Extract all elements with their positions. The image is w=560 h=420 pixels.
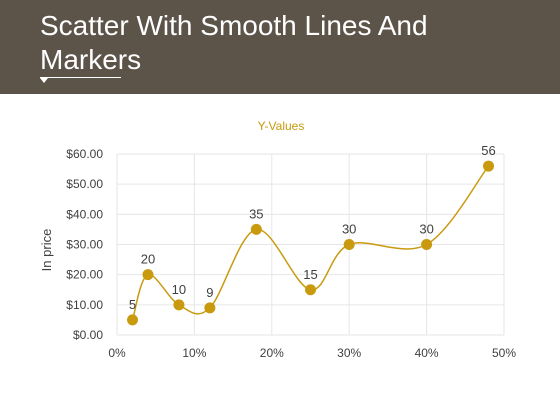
data-point bbox=[343, 239, 355, 250]
title-banner: Scatter With Smooth Lines And Markers bbox=[0, 0, 560, 94]
y-tick-label: $60.00 bbox=[66, 147, 103, 161]
data-point bbox=[204, 302, 216, 314]
data-point bbox=[421, 239, 433, 250]
slide-title: Scatter With Smooth Lines And Markers bbox=[40, 10, 428, 75]
data-point bbox=[305, 284, 316, 296]
data-point bbox=[173, 299, 185, 311]
data-label: 35 bbox=[249, 206, 263, 221]
data-label: 56 bbox=[481, 143, 495, 158]
data-point bbox=[126, 314, 138, 326]
title-pointer-icon bbox=[40, 78, 48, 83]
data-point bbox=[483, 160, 495, 172]
x-tick-label: 0% bbox=[108, 346, 126, 360]
data-point bbox=[142, 269, 154, 281]
y-tick-label: $0.00 bbox=[73, 328, 103, 342]
data-label: 15 bbox=[303, 267, 317, 282]
x-tick-label: 10% bbox=[182, 346, 206, 360]
x-tick-label: 50% bbox=[492, 346, 516, 360]
axes: $0.00 $10.00 $20.00 $30.00 $40.00 $50.00 $60.0… bbox=[66, 147, 516, 360]
y-tick-label: $50.00 bbox=[66, 177, 103, 191]
data-label: 30 bbox=[419, 222, 433, 237]
y-tick-label: $10.00 bbox=[66, 298, 103, 312]
series-y-values bbox=[131, 165, 490, 321]
markers bbox=[126, 160, 495, 326]
data-labels: 5 20 10 9 35 15 30 30 56 bbox=[129, 143, 496, 312]
chart-title: Y-Values bbox=[258, 119, 305, 133]
series-line bbox=[131, 165, 490, 321]
gridlines bbox=[116, 153, 505, 336]
x-tick-label: 30% bbox=[337, 346, 361, 360]
title-underline bbox=[40, 77, 121, 78]
y-axis-title: In price bbox=[39, 229, 54, 272]
data-label: 10 bbox=[172, 282, 186, 297]
y-tick-label: $20.00 bbox=[66, 268, 103, 282]
data-label: 5 bbox=[129, 297, 136, 312]
data-label: 20 bbox=[141, 252, 155, 267]
x-tick-label: 40% bbox=[415, 346, 439, 360]
data-label: 9 bbox=[206, 285, 213, 300]
y-tick-label: $30.00 bbox=[66, 238, 103, 252]
data-point bbox=[250, 223, 262, 235]
y-tick-label: $40.00 bbox=[66, 207, 103, 221]
x-tick-label: 20% bbox=[260, 346, 284, 360]
data-label: 30 bbox=[342, 222, 356, 237]
